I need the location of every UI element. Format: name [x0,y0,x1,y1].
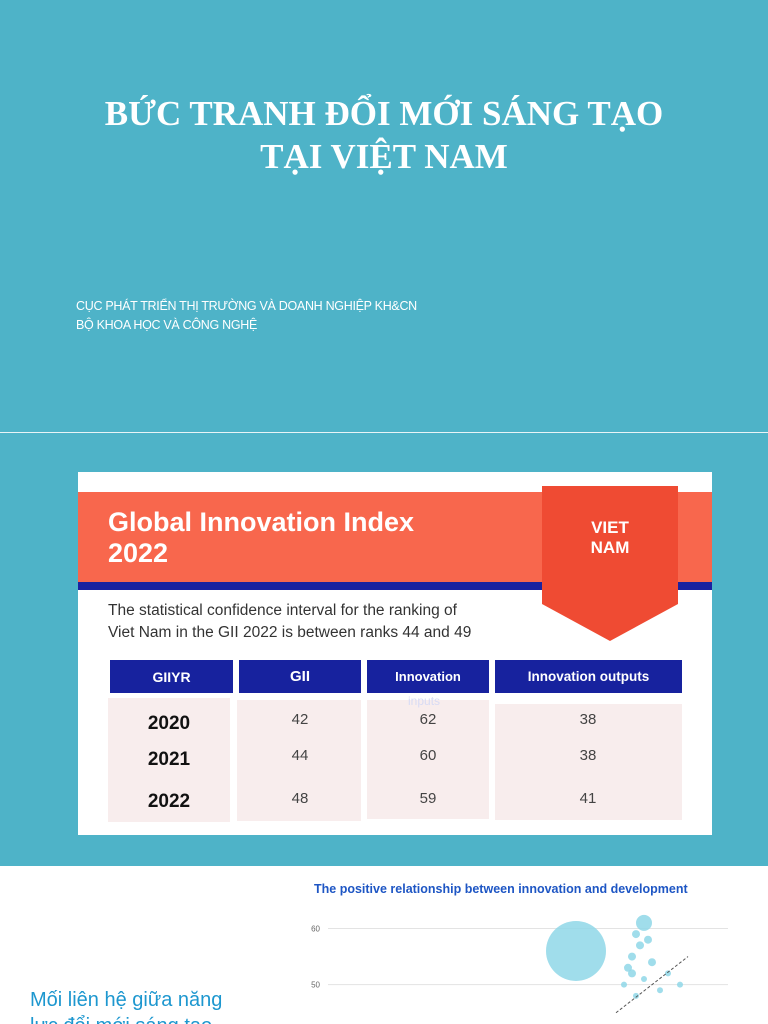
header-innovation-inputs: Innovation [367,660,489,693]
badge-line2: NAM [590,538,630,557]
gii-heading: Global Innovation Index 2022 [108,507,414,569]
y-tick-label: 50 [311,981,320,990]
banner-underline [78,582,712,590]
scatter-point [632,930,640,939]
header-giiyr: GIIYR [110,660,233,693]
scatter-point [628,969,636,978]
table-row-year: 2022 [147,791,191,812]
table-cell-inputs: 62 [419,711,437,728]
table-row-year: 2021 [147,749,191,770]
scatter-point [665,970,671,977]
relationship-text-line1: Mối liên hệ giữa năng [30,989,223,1011]
relationship-text-line2: lực đổi mới sáng tạo [30,1013,260,1024]
gii-heading-line2: 2022 [108,538,169,568]
scatter-chart: 60 50 [311,914,728,1014]
scatter-point [636,941,644,950]
scatter-point [657,987,663,994]
scatter-point [648,958,656,967]
subtitle-line2: BỘ KHOA HỌC VÀ CÔNG NGHỆ [76,318,258,332]
table-cell-outputs: 41 [579,790,597,807]
slide-subtitle: CỤC PHÁT TRIỂN THỊ TRƯỜNG VÀ DOANH NGHIỆ… [76,297,417,335]
gii-card: Global Innovation Index 2022 VIET NAM Th… [78,472,712,835]
relationship-slide: Mối liên hệ giữa năng lực đổi mới sáng t… [0,866,768,1024]
table-cell-outputs: 38 [579,747,597,764]
table-cell-outputs: 38 [579,711,597,728]
column-year [108,698,230,822]
trend-line [615,956,689,1014]
confidence-line2: Viet Nam in the GII 2022 is between rank… [108,624,472,641]
slide-title: BỨC TRANH ĐỔI MỚI SÁNG TẠO TẠI VIỆT NAM [40,92,728,178]
column-inputs [367,700,489,819]
relationship-text: Mối liên hệ giữa năng lực đổi mới sáng t… [30,987,260,1024]
scatter-point [624,963,632,972]
title-slide: BỨC TRANH ĐỔI MỚI SÁNG TẠO TẠI VIỆT NAM … [0,0,768,432]
scatter-point [636,914,652,931]
gii-slide: Global Innovation Index 2022 VIET NAM Th… [0,433,768,865]
table-cell-gii: 48 [291,790,309,807]
subtitle-line1: CỤC PHÁT TRIỂN THỊ TRƯỜNG VÀ DOANH NGHIỆ… [76,299,417,313]
table-cell-inputs: 59 [419,790,437,807]
slide-title-line2: TẠI VIỆT NAM [260,137,508,176]
column-gii [237,700,361,821]
badge-line1: VIET [591,518,629,537]
table-cell-gii: 44 [291,747,309,764]
scatter-point [677,981,683,988]
table-cell-gii: 42 [291,711,309,728]
slide-title-line1: BỨC TRANH ĐỔI MỚI SÁNG TẠO [104,94,664,133]
country-badge-label: VIET NAM [542,518,678,558]
header-gii: GII [239,660,361,693]
scatter-point [641,976,647,983]
country-badge-shape [542,486,678,641]
column-outputs [495,704,682,820]
table-row-year: 2020 [147,713,191,734]
header-overflow-text: inputs [408,694,441,708]
gii-heading-line1: Global Innovation Index [108,507,415,537]
slide-divider [0,432,768,433]
y-tick-label: 60 [311,924,320,933]
scatter-point [546,920,606,981]
table-cell-inputs: 60 [419,747,437,764]
scatter-point [644,935,652,944]
confidence-interval-text: The statistical confidence interval for … [108,600,538,644]
scatter-point [628,952,636,961]
header-innovation-outputs: Innovation outputs [495,660,682,693]
confidence-line1: The statistical confidence interval for … [108,602,457,619]
scatter-point [633,992,639,999]
scatter-point [621,981,627,988]
chart-title: The positive relationship between innova… [314,882,688,896]
